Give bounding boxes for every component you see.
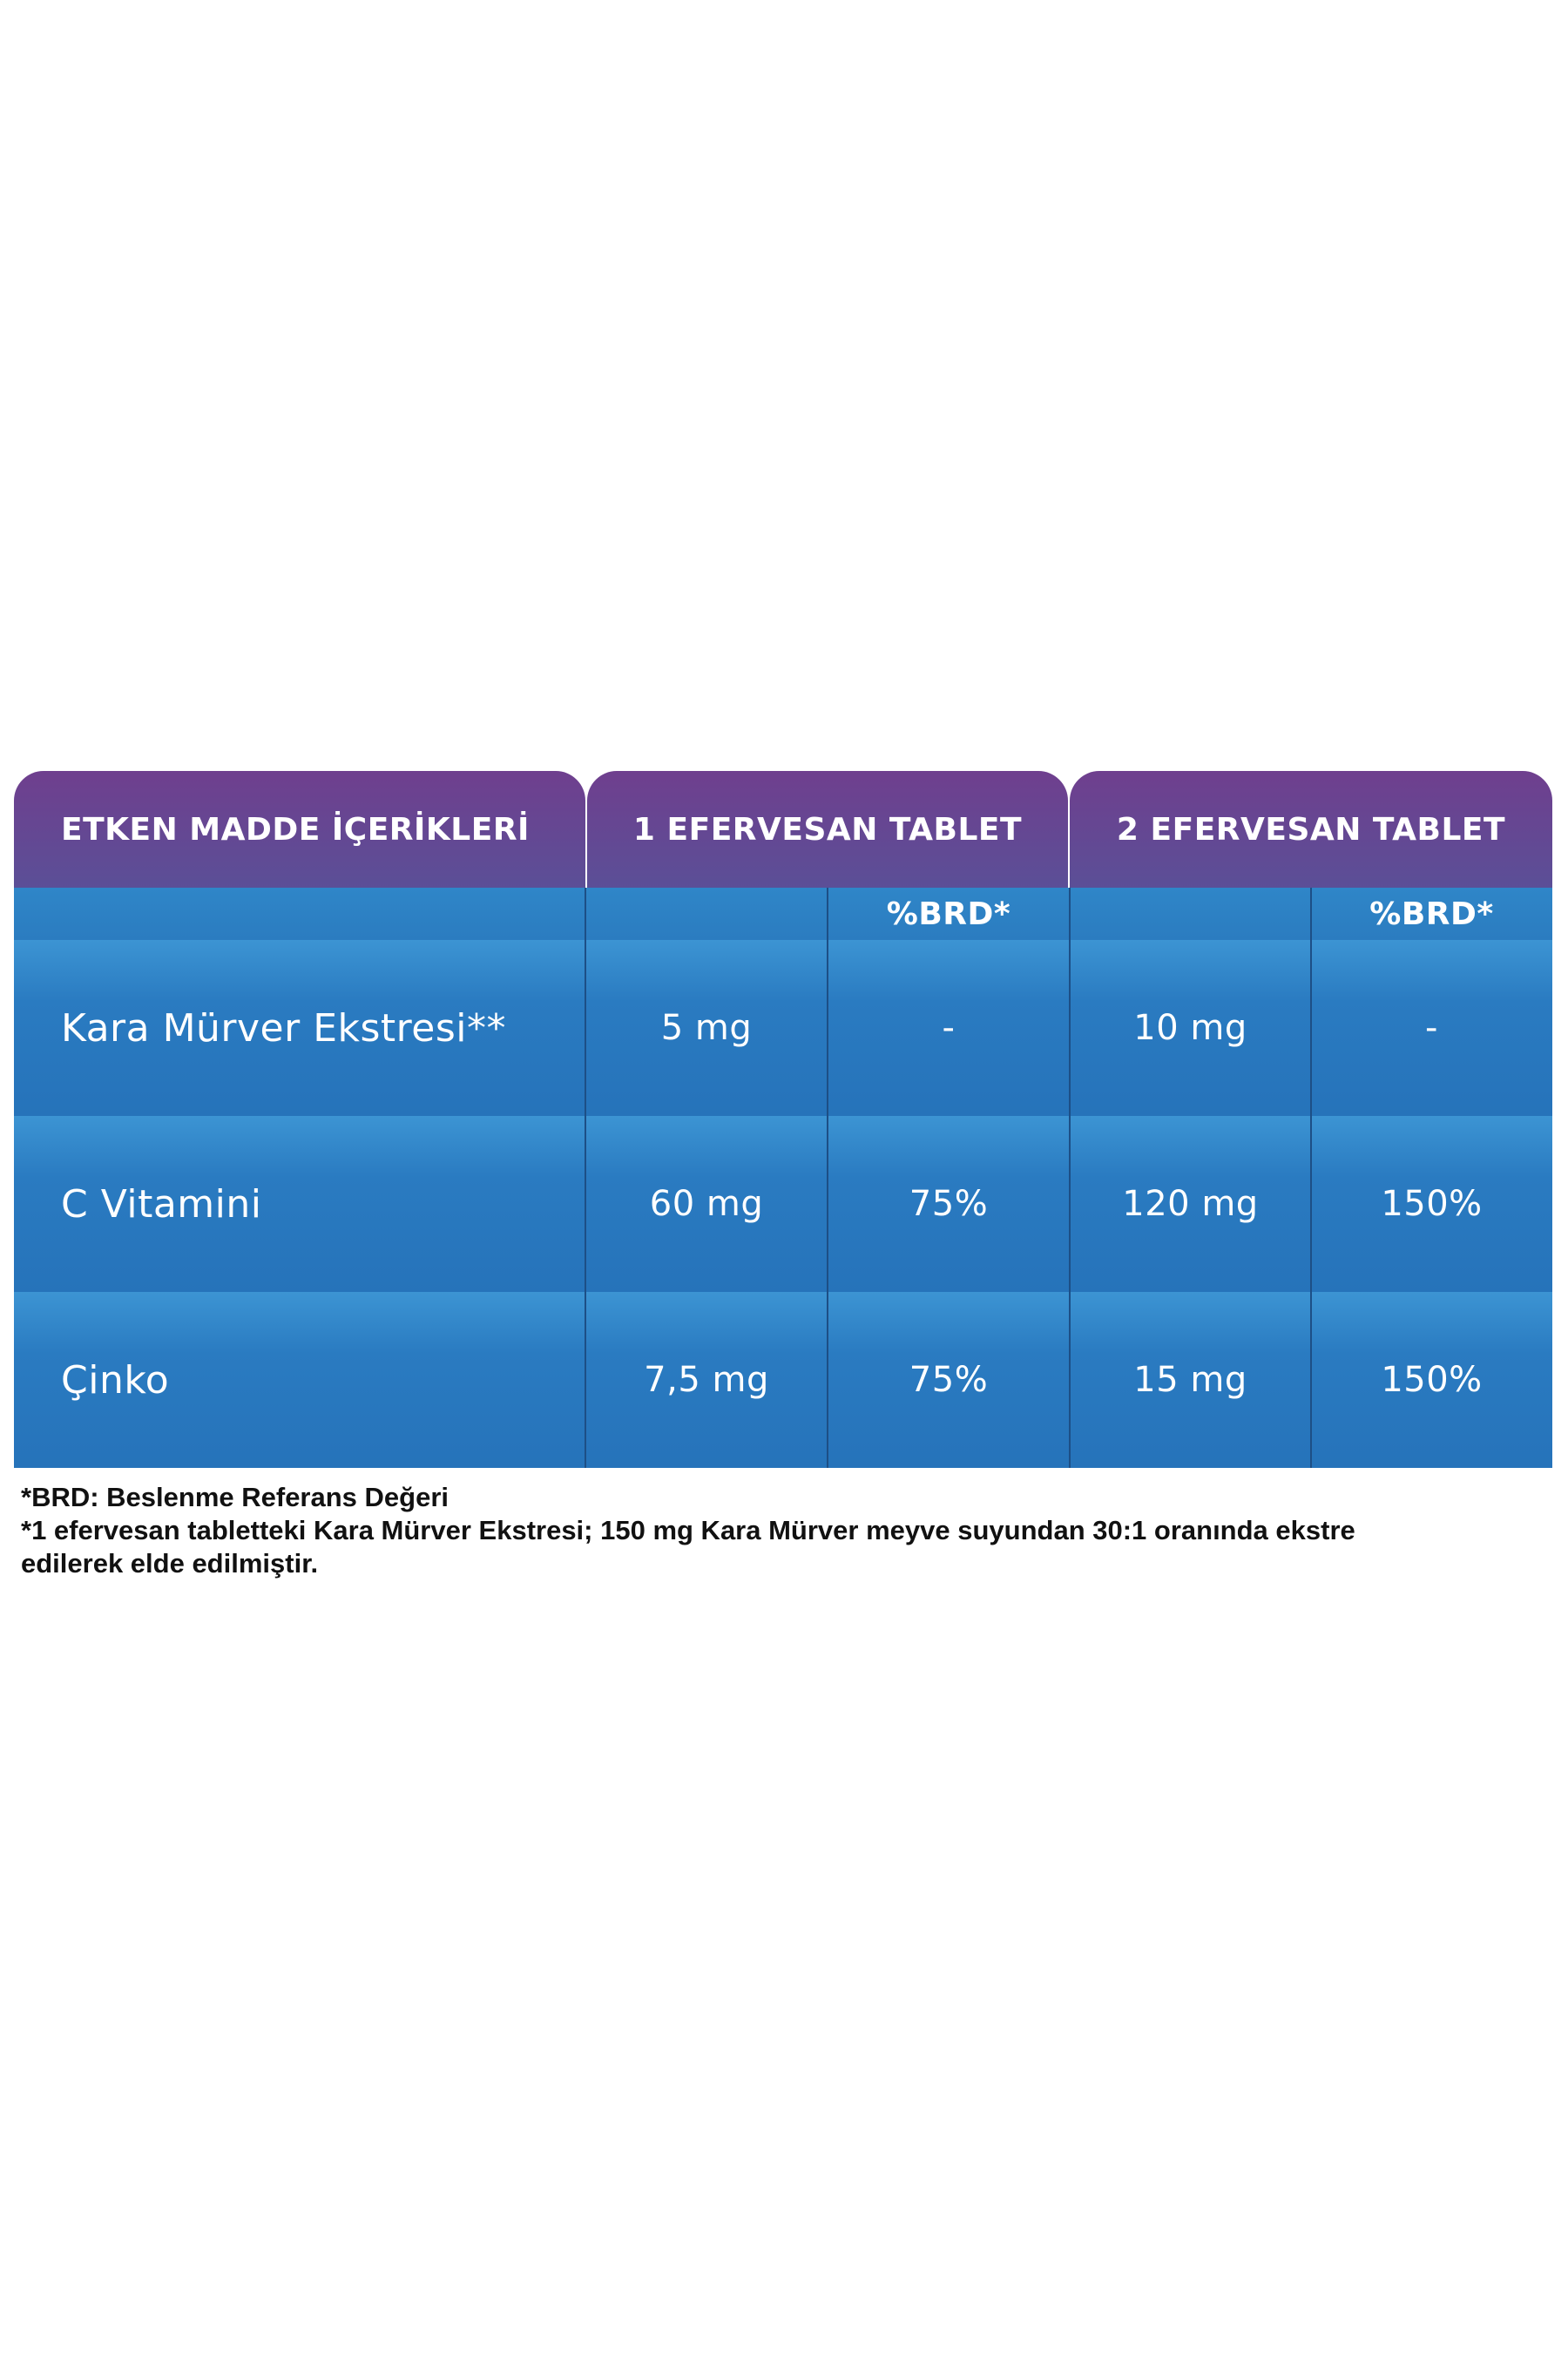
column-divider — [1310, 888, 1312, 940]
column-divider — [827, 888, 828, 940]
header-ingredients: ETKEN MADDE İÇERİKLERİ — [14, 771, 585, 888]
subheader-empty-one-amount — [585, 888, 828, 940]
one-tablet-brd: 75% — [909, 1360, 989, 1400]
column-divider — [827, 940, 828, 1116]
column-divider — [827, 1116, 828, 1292]
ingredient-name: Çinko — [61, 1357, 170, 1403]
column-divider — [1069, 888, 1071, 940]
one-tablet-brd: 75% — [909, 1184, 989, 1224]
column-divider — [1069, 940, 1071, 1116]
subheader-empty-two-amount — [1070, 888, 1311, 940]
one-tablet-brd: - — [942, 1008, 956, 1048]
one-tablet-amount: 5 mg — [660, 1008, 753, 1048]
one-tablet-amount: 7,5 mg — [644, 1360, 769, 1400]
column-divider — [1069, 1292, 1071, 1468]
footnotes: *BRD: Beslenme Referans Değeri *1 eferve… — [21, 1481, 1554, 1580]
ingredient-name: Kara Mürver Ekstresi** — [61, 1005, 507, 1051]
column-divider — [585, 888, 586, 940]
subheader-two-tablets-brd: %BRD* — [1369, 896, 1494, 932]
ingredient-name: C Vitamini — [61, 1181, 262, 1227]
column-divider — [1310, 1116, 1312, 1292]
footnote-extract-line-1: *1 efervesan tabletteki Kara Mürver Ekst… — [21, 1515, 1355, 1545]
column-divider — [585, 1292, 586, 1468]
table-header-row: ETKEN MADDE İÇERİKLERİ 1 EFERVESAN TABLE… — [14, 771, 1552, 888]
one-tablet-amount: 60 mg — [649, 1184, 764, 1224]
table-row: Kara Mürver Ekstresi** 5 mg - 10 mg - — [14, 940, 1552, 1116]
two-tablets-amount: 15 mg — [1133, 1360, 1247, 1400]
table-subheader-row: %BRD* %BRD* — [14, 888, 1552, 940]
two-tablets-amount: 10 mg — [1133, 1008, 1247, 1048]
two-tablets-brd: 150% — [1381, 1360, 1483, 1400]
subheader-one-tablet-brd: %BRD* — [886, 896, 1011, 932]
two-tablets-brd: - — [1425, 1008, 1438, 1048]
column-divider — [585, 940, 586, 1116]
footnote-brd: *BRD: Beslenme Referans Değeri — [21, 1482, 449, 1512]
column-divider — [1310, 940, 1312, 1116]
column-divider — [1069, 1116, 1071, 1292]
header-two-tablets: 2 EFERVESAN TABLET — [1070, 771, 1552, 888]
subheader-empty-name — [14, 888, 585, 940]
table-row: Çinko 7,5 mg 75% 15 mg 150% — [14, 1292, 1552, 1468]
two-tablets-amount: 120 mg — [1122, 1184, 1259, 1224]
column-divider — [1310, 1292, 1312, 1468]
column-divider — [827, 1292, 828, 1468]
footnote-extract-line-2: edilerek elde edilmiştir. — [21, 1548, 319, 1579]
two-tablets-brd: 150% — [1381, 1184, 1483, 1224]
header-one-tablet: 1 EFERVESAN TABLET — [587, 771, 1068, 888]
nutrition-table: ETKEN MADDE İÇERİKLERİ 1 EFERVESAN TABLE… — [14, 771, 1552, 1468]
table-row: C Vitamini 60 mg 75% 120 mg 150% — [14, 1116, 1552, 1292]
column-divider — [585, 1116, 586, 1292]
